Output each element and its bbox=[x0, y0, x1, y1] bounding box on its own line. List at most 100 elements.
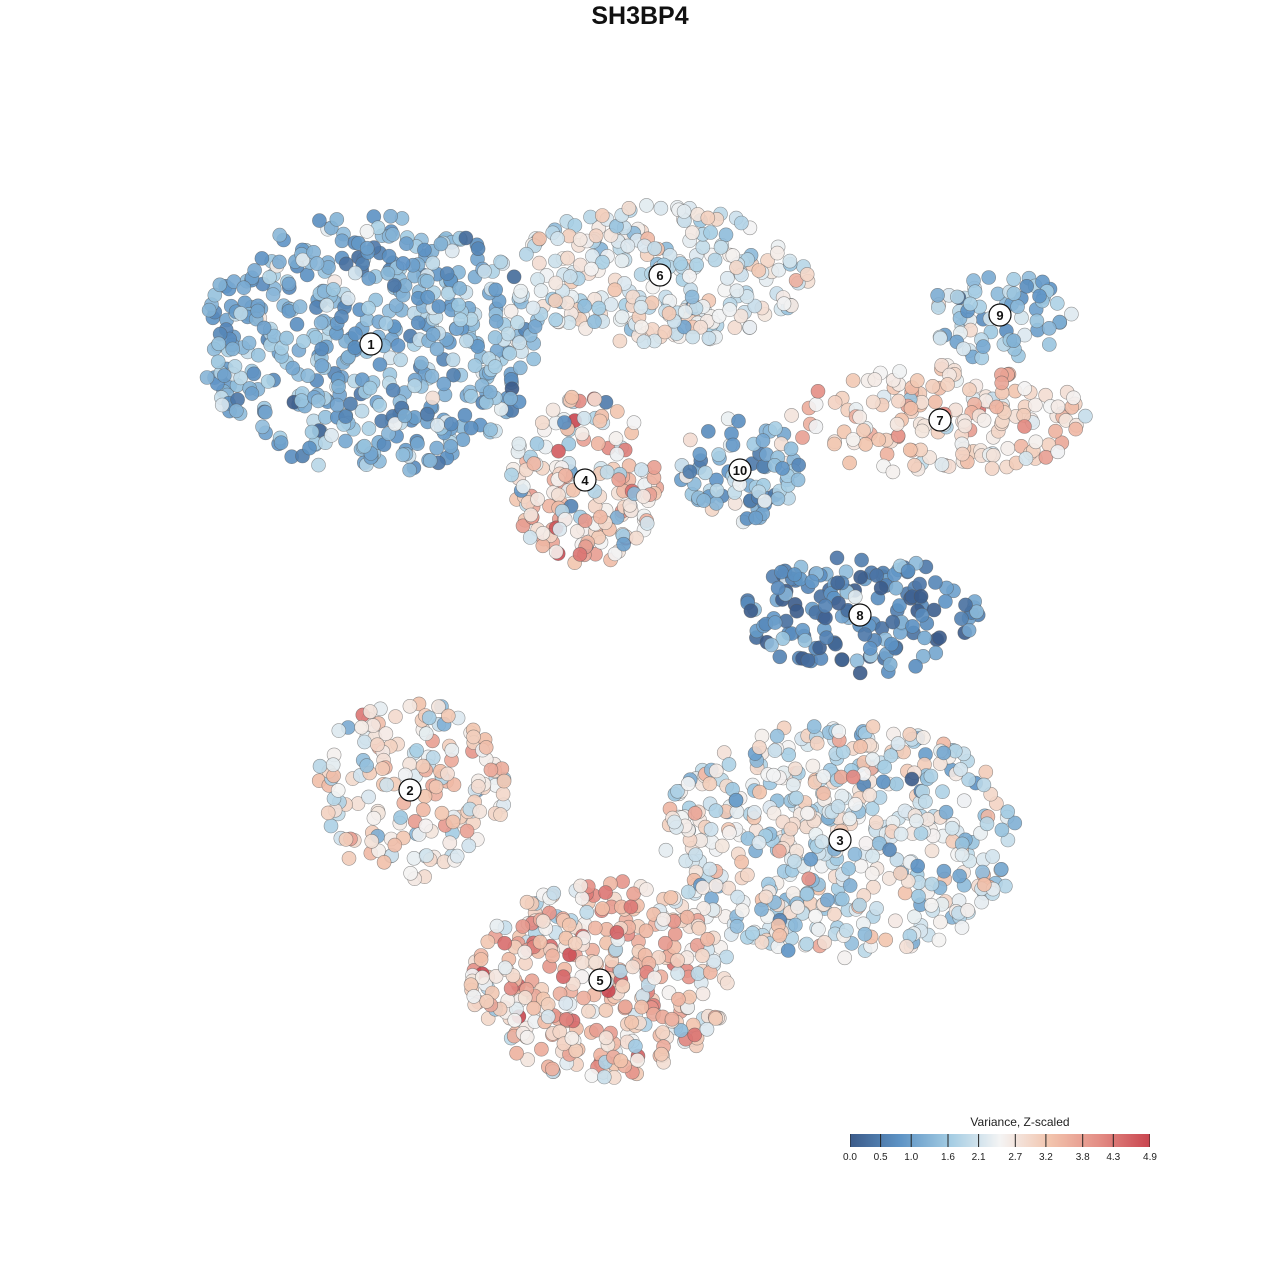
data-point bbox=[477, 263, 492, 279]
data-point bbox=[559, 295, 575, 311]
cluster-label-badge bbox=[648, 263, 672, 287]
data-point bbox=[583, 261, 599, 277]
data-point bbox=[507, 1012, 523, 1028]
data-point bbox=[431, 299, 447, 314]
data-point bbox=[913, 589, 929, 604]
data-point bbox=[1017, 419, 1032, 434]
data-point bbox=[785, 777, 801, 793]
cluster-label-5: 5 bbox=[588, 968, 612, 992]
data-point bbox=[385, 382, 401, 398]
colorbar-tick-label: 2.1 bbox=[971, 1152, 986, 1163]
data-point bbox=[1000, 804, 1016, 820]
data-point bbox=[700, 931, 715, 947]
data-point bbox=[1038, 449, 1054, 465]
data-point bbox=[697, 465, 713, 481]
data-point bbox=[671, 991, 686, 1007]
data-point bbox=[581, 1003, 596, 1019]
data-point bbox=[472, 804, 488, 819]
data-point bbox=[466, 729, 481, 745]
data-point bbox=[273, 435, 289, 451]
data-point bbox=[711, 308, 727, 324]
data-point bbox=[588, 955, 604, 970]
data-point bbox=[670, 783, 685, 799]
data-point bbox=[388, 709, 403, 724]
data-point bbox=[856, 423, 871, 438]
data-point bbox=[1019, 278, 1034, 294]
data-point bbox=[402, 698, 418, 714]
data-point bbox=[424, 368, 440, 384]
data-point bbox=[952, 868, 967, 884]
data-point bbox=[592, 413, 608, 429]
data-point bbox=[526, 351, 542, 367]
data-point bbox=[419, 273, 435, 289]
data-point bbox=[407, 378, 423, 394]
data-point bbox=[764, 637, 779, 653]
data-point bbox=[953, 762, 968, 777]
data-point bbox=[1028, 397, 1043, 413]
data-point bbox=[463, 420, 479, 436]
data-point bbox=[459, 823, 475, 839]
data-point bbox=[534, 415, 550, 431]
data-point bbox=[827, 906, 842, 922]
data-point bbox=[467, 358, 483, 374]
data-point bbox=[883, 748, 899, 764]
data-point bbox=[767, 421, 783, 436]
data-point bbox=[940, 377, 955, 392]
data-point bbox=[936, 863, 952, 879]
data-point bbox=[561, 917, 577, 933]
data-point bbox=[615, 874, 630, 889]
data-point bbox=[295, 252, 311, 268]
data-point bbox=[772, 928, 787, 943]
data-point bbox=[885, 464, 901, 480]
data-point bbox=[799, 886, 815, 902]
cluster-label-badge bbox=[988, 303, 1012, 327]
data-point bbox=[797, 633, 813, 648]
data-point bbox=[956, 793, 972, 809]
data-point bbox=[769, 728, 785, 744]
data-point bbox=[924, 876, 940, 892]
data-point bbox=[907, 457, 922, 473]
data-point bbox=[810, 383, 826, 399]
data-point bbox=[701, 330, 717, 346]
cluster-label-text: 2 bbox=[406, 783, 413, 798]
data-point bbox=[803, 851, 819, 867]
data-point bbox=[592, 509, 608, 525]
data-point bbox=[829, 550, 845, 566]
data-point bbox=[443, 439, 459, 454]
data-point bbox=[364, 833, 380, 849]
data-point bbox=[841, 861, 856, 876]
data-point bbox=[854, 552, 869, 568]
data-point bbox=[743, 603, 759, 619]
data-point bbox=[515, 479, 531, 494]
data-point bbox=[899, 939, 914, 954]
data-point bbox=[436, 376, 452, 392]
data-point bbox=[657, 324, 673, 340]
data-point bbox=[519, 1030, 535, 1045]
cluster-label-text: 5 bbox=[596, 973, 603, 988]
data-point bbox=[827, 436, 842, 452]
data-point bbox=[478, 740, 494, 755]
data-point bbox=[994, 822, 1010, 838]
data-point bbox=[695, 240, 711, 255]
data-point bbox=[548, 253, 563, 269]
data-point bbox=[479, 994, 495, 1009]
data-point bbox=[385, 227, 400, 242]
data-point bbox=[1028, 434, 1044, 450]
data-point bbox=[647, 970, 662, 986]
data-point bbox=[915, 648, 931, 664]
data-point bbox=[372, 357, 388, 372]
data-point bbox=[994, 375, 1010, 391]
data-point bbox=[900, 563, 916, 579]
data-point bbox=[711, 447, 726, 462]
data-point bbox=[956, 341, 971, 357]
data-point bbox=[976, 777, 992, 793]
data-point bbox=[767, 743, 783, 758]
data-point bbox=[517, 944, 533, 960]
data-point bbox=[721, 757, 737, 772]
data-point bbox=[545, 948, 560, 964]
data-point bbox=[812, 640, 827, 656]
cluster-label-text: 9 bbox=[996, 308, 1003, 323]
data-point bbox=[923, 768, 939, 784]
data-point bbox=[285, 360, 301, 376]
cluster-label-text: 6 bbox=[656, 268, 663, 283]
